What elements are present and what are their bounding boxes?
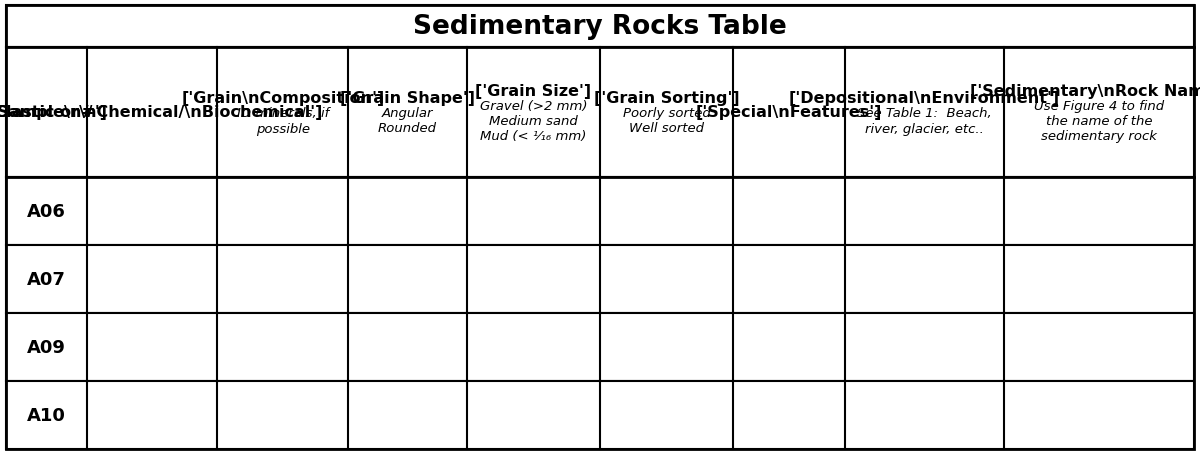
Text: ['Sedimentary\nRock Name']: ['Sedimentary\nRock Name']	[970, 84, 1200, 99]
Bar	[6, 381, 1194, 449]
Text: Poorly sorted
Well sorted: Poorly sorted Well sorted	[623, 107, 710, 135]
Text: Use Figure 4 to find
the name of the
sedimentary rock: Use Figure 4 to find the name of the sed…	[1034, 100, 1164, 143]
Text: Gravel (>2 mm)
Medium sand
Mud (< ¹⁄₁₆ mm): Gravel (>2 mm) Medium sand Mud (< ¹⁄₁₆ m…	[480, 100, 587, 143]
Text: A07: A07	[26, 270, 66, 288]
Text: ['Grain\nComposition']: ['Grain\nComposition']	[181, 90, 384, 105]
Text: ['Depositional\nEnvironment']: ['Depositional\nEnvironment']	[788, 90, 1060, 105]
Text: ['Sample\n#']: ['Sample\n#']	[0, 105, 107, 120]
Text: ['Grain Sorting']: ['Grain Sorting']	[594, 90, 739, 105]
Text: A06: A06	[26, 202, 66, 221]
Text: A10: A10	[26, 406, 66, 424]
Bar	[6, 313, 1194, 381]
Text: A09: A09	[26, 338, 66, 356]
Text: ID minerals, if
possible: ID minerals, if possible	[236, 107, 329, 135]
Text: ['Grain Shape']: ['Grain Shape']	[340, 90, 475, 105]
Bar	[6, 177, 1194, 245]
Text: ['Special\nFeatures']: ['Special\nFeatures']	[696, 105, 882, 120]
Text: Angular
Rounded: Angular Rounded	[378, 107, 437, 135]
Text: ['Clastic or\nChemical/\nBiochemical']: ['Clastic or\nChemical/\nBiochemical']	[0, 105, 323, 120]
Bar	[6, 6, 1194, 48]
Text: See Table 1:  Beach,
river, glacier, etc..: See Table 1: Beach, river, glacier, etc.…	[857, 107, 991, 135]
Bar	[6, 48, 1194, 177]
Text: Sedimentary Rocks Table: Sedimentary Rocks Table	[413, 14, 787, 40]
Text: ['Grain Size']: ['Grain Size']	[475, 84, 592, 99]
Bar	[6, 245, 1194, 313]
